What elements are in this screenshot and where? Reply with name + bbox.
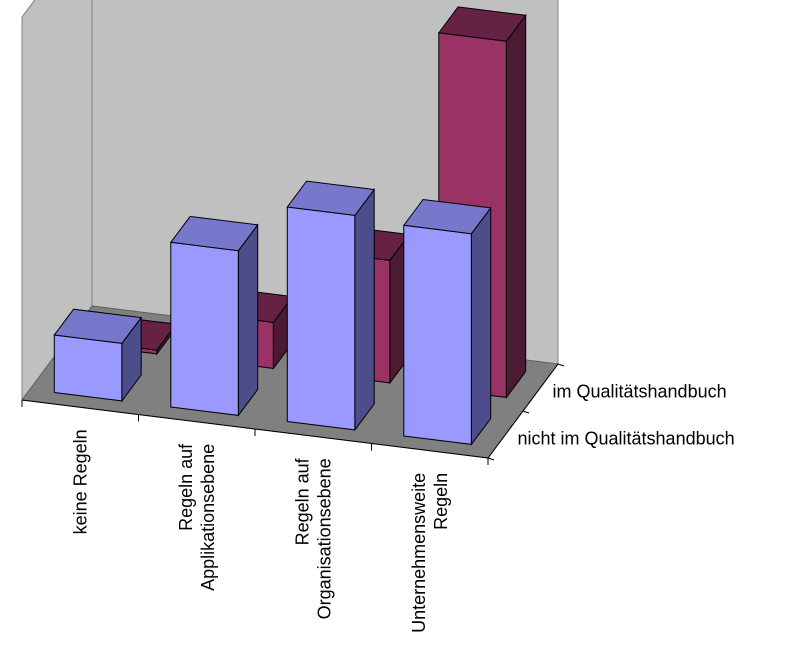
bar-front-3 — [404, 200, 491, 445]
depth-tick — [488, 458, 494, 460]
category-label: Regeln auf Applikationsebene — [176, 443, 218, 591]
bar-front-0 — [54, 309, 141, 401]
depth-tick — [558, 364, 564, 366]
series-label: im Qualitätshandbuch — [553, 382, 727, 402]
depth-tick — [523, 411, 529, 413]
bar-front-2 — [287, 181, 374, 430]
series-depth-labels: nicht im Qualitätshandbuch im Qualitätsha… — [518, 382, 735, 449]
category-label: Unternehmensweite Regeln — [409, 473, 451, 633]
bar-front-1 — [171, 216, 258, 415]
category-label: Regeln auf Organisationsebene — [292, 457, 334, 619]
category-label: keine Regeln — [70, 429, 90, 534]
series-label: nicht im Qualitätshandbuch — [518, 429, 735, 449]
category-labels: keine Regeln Regeln auf Applikationsebene R… — [70, 429, 451, 633]
